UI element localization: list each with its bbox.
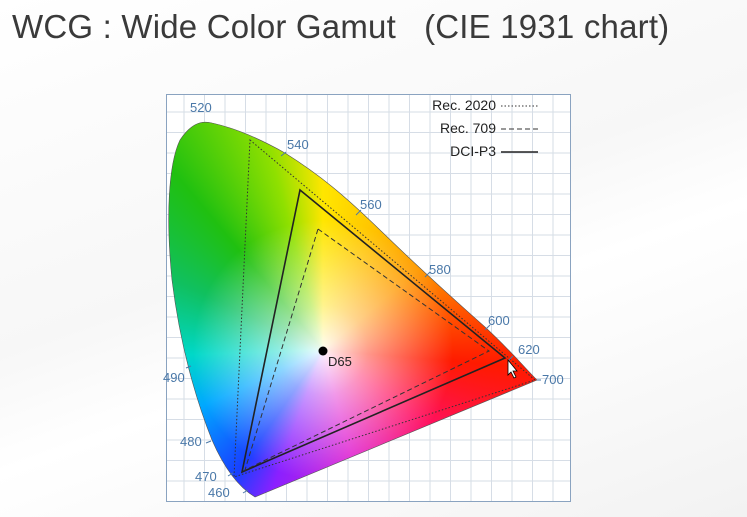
wavelength-label-560: 560 (360, 197, 382, 212)
d65-label: D65 (328, 354, 352, 369)
wavelength-label-580: 580 (429, 262, 451, 277)
legend-label-rec2020: Rec. 2020 (432, 97, 496, 113)
wavelength-label-490: 490 (163, 370, 185, 385)
wavelength-label-460: 460 (208, 485, 230, 500)
d65-point (318, 346, 328, 356)
dci-p3-triangle (240, 188, 507, 474)
wavelength-label-700: 700 (542, 372, 564, 387)
wavelength-label-620: 620 (518, 342, 540, 357)
wavelength-label-470: 470 (195, 469, 217, 484)
rec709-triangle (244, 228, 490, 471)
wavelength-label-540: 540 (287, 137, 309, 152)
wavelength-label-480: 480 (180, 434, 202, 449)
legend-label-rec709: Rec. 709 (439, 120, 496, 136)
legend-label-dci-p3: DCI-P3 (450, 143, 496, 159)
locus-outline (168, 121, 538, 498)
wavelength-label-600: 600 (488, 313, 510, 328)
rec2020-triangle (233, 138, 537, 478)
mouse-cursor-icon (507, 358, 518, 379)
wavelength-label-520: 520 (190, 100, 212, 115)
slide-title: WCG : Wide Color Gamut (CIE 1931 chart) (12, 8, 670, 45)
